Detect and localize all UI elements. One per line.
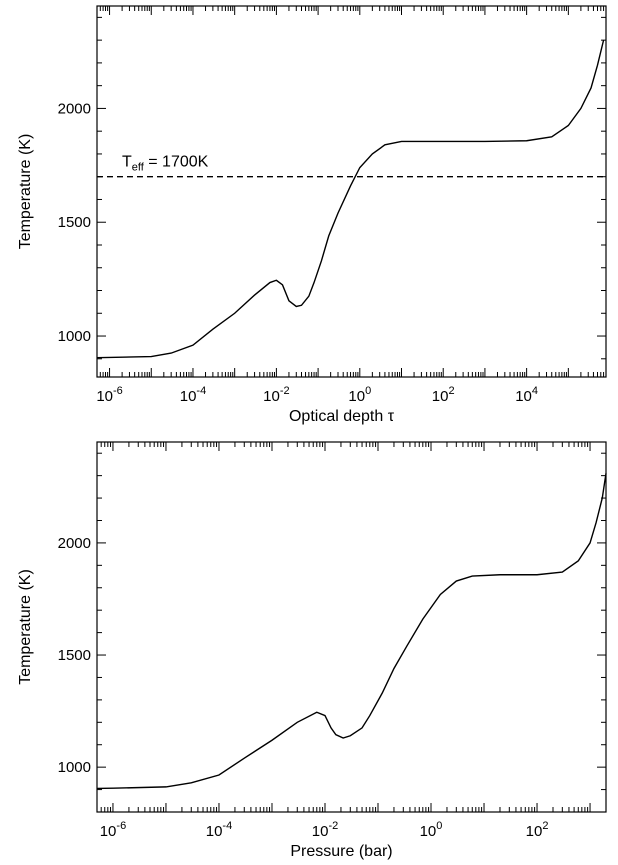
y-tick-label: 1000 bbox=[58, 328, 91, 345]
x-axis-label: Pressure (bar) bbox=[290, 843, 392, 860]
x-tick-label: 10-2 bbox=[263, 385, 289, 405]
x-tick-label: 10-6 bbox=[100, 820, 126, 840]
y-tick-label: 2000 bbox=[58, 100, 91, 117]
x-tick-label: 10-2 bbox=[312, 820, 338, 840]
chart-panel-top: 10-6 10-4 10-2 100 102 104 1000 1500 2000 Optical… bbox=[17, 5, 607, 425]
teff-annotation: Teff = 1700K bbox=[122, 154, 209, 174]
x-tick-label: 100 bbox=[420, 820, 443, 840]
x-tick-label: 102 bbox=[526, 820, 549, 840]
temperature-profile-line bbox=[96, 39, 605, 359]
x-tick-label: 102 bbox=[432, 385, 455, 405]
x-axis-label: Optical depth τ bbox=[289, 408, 395, 425]
temperature-profile-line bbox=[96, 473, 607, 790]
x-tick-label: 10-4 bbox=[206, 820, 232, 840]
x-tick-label: 104 bbox=[515, 385, 538, 405]
x-tick-label: 100 bbox=[348, 385, 371, 405]
y-tick-label: 1500 bbox=[58, 214, 91, 231]
y-tick-label: 2000 bbox=[58, 535, 91, 552]
y-axis-label: Temperature (K) bbox=[17, 134, 34, 250]
y-tick-label: 1000 bbox=[58, 759, 91, 776]
x-tick-label: 10-6 bbox=[96, 385, 122, 405]
y-tick-label: 1500 bbox=[58, 647, 91, 664]
x-tick-label: 10-4 bbox=[180, 385, 206, 405]
chart-panel-bottom: 10-6 10-4 10-2 100 102 1000 1500 2000 Pressure (… bbox=[17, 441, 607, 860]
y-axis-label: Temperature (K) bbox=[17, 569, 34, 685]
plot-frame bbox=[96, 441, 607, 813]
plot-frame bbox=[96, 5, 607, 378]
